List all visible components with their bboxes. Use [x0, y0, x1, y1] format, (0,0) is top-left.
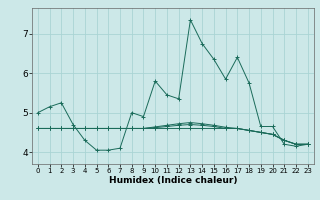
X-axis label: Humidex (Indice chaleur): Humidex (Indice chaleur)	[108, 176, 237, 185]
